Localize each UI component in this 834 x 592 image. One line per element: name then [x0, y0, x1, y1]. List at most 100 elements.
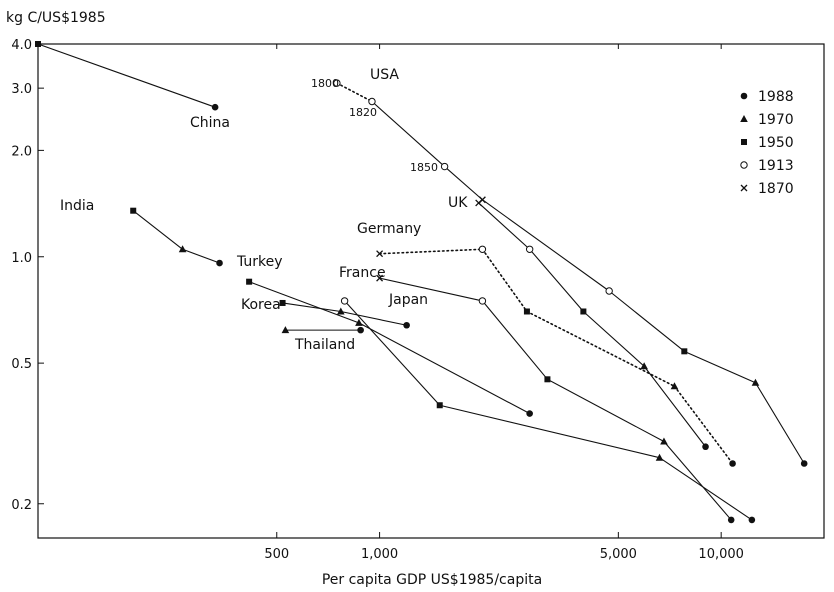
- series-usa: [333, 79, 808, 467]
- series-usa-segment-1: [371, 100, 446, 168]
- series-china-segment-0: [37, 43, 216, 108]
- series-germany-point-4: [729, 460, 736, 467]
- series-japan-point-3: [748, 516, 756, 524]
- legend-marker-1970: [740, 115, 748, 122]
- y-tick-label-4-0: 4.0: [11, 38, 32, 53]
- legend-marker-1913: [740, 161, 748, 169]
- legend: 1988 1970 1950 1913 1870: [740, 89, 794, 197]
- country-label-korea: Korea: [241, 297, 281, 313]
- y-tick-label-3-0: 3.0: [11, 82, 32, 97]
- series-usa-point-4: [605, 287, 613, 295]
- series-india-segment-1: [182, 248, 221, 264]
- series-usa-point-7: [800, 460, 808, 467]
- legend-entry-1988: 1988: [740, 89, 794, 105]
- series-usa-segment-3: [481, 199, 610, 292]
- series-france-point-4: [727, 516, 735, 524]
- country-label-china: China: [190, 115, 230, 131]
- y-tick-label-2-0: 2.0: [11, 144, 32, 159]
- series-uk-point-1: [525, 245, 534, 253]
- legend-entry-1950: 1950: [741, 135, 794, 151]
- series-france: [376, 274, 735, 524]
- year-label-1820: 1820: [349, 106, 377, 119]
- series-japan: [340, 297, 756, 524]
- series-layer: [35, 41, 808, 524]
- legend-entry-1870: 1870: [740, 181, 794, 197]
- plot-frame: [37, 43, 825, 539]
- series-usa-segment-5: [683, 350, 757, 384]
- series-turkey-point-1: [355, 318, 363, 326]
- series-turkey-segment-0: [248, 281, 360, 324]
- series-germany-segment-0: [378, 248, 484, 255]
- legend-entry-1913: 1913: [740, 158, 794, 174]
- series-germany-segment-3: [673, 385, 734, 465]
- country-label-uk: UK: [448, 195, 468, 211]
- series-germany-point-3: [670, 382, 679, 390]
- series-usa-segment-4: [608, 290, 685, 352]
- series-france-point-2: [544, 376, 551, 383]
- series-uk-segment-0: [478, 202, 531, 250]
- series-india: [130, 207, 223, 267]
- country-label-thailand: Thailand: [294, 337, 355, 353]
- y-axis-label: kg C/US$1985: [6, 10, 106, 26]
- series-germany-point-0: [376, 250, 384, 258]
- country-label-turkey: Turkey: [236, 254, 283, 270]
- series-usa-point-1: [368, 97, 376, 106]
- series-usa-point-5: [681, 348, 688, 355]
- series-usa-segment-6: [754, 382, 805, 465]
- series-turkey-segment-1: [358, 322, 531, 415]
- series-korea-segment-1: [340, 310, 408, 326]
- legend-marker-1988: [740, 92, 748, 100]
- series-turkey: [246, 278, 533, 417]
- series-thailand-point-1: [357, 326, 364, 334]
- series-japan-point-2: [655, 453, 664, 461]
- series-india-segment-0: [132, 210, 184, 250]
- x-tick-label-500: 500: [264, 547, 289, 562]
- series-japan-point-0: [340, 297, 349, 305]
- series-korea-point-1: [337, 307, 345, 315]
- y-tick-label-0-5: 0.5: [11, 357, 32, 372]
- country-label-germany: Germany: [357, 221, 421, 237]
- series-india-point-1: [178, 245, 187, 253]
- series-france-segment-3: [663, 440, 732, 521]
- series-thailand: [281, 326, 364, 334]
- series-korea-segment-0: [282, 302, 342, 313]
- axis-ticks: 500 1,000 5,000 10,000 4.0 3.0 2.0 1.0 0.5 0.2: [11, 38, 744, 562]
- series-uk-segment-2: [582, 310, 645, 367]
- series-germany-point-1: [478, 245, 487, 253]
- x-tick-label-1-000: 1,000: [361, 547, 398, 562]
- country-label-france: France: [339, 265, 386, 281]
- series-germany-segment-2: [526, 310, 676, 388]
- series-korea-point-2: [403, 321, 410, 329]
- series-germany-segment-1: [481, 248, 528, 313]
- series-uk-segment-3: [643, 365, 707, 448]
- series-uk-point-2: [580, 308, 587, 315]
- series-germany-point-2: [523, 308, 530, 315]
- country-label-japan: Japan: [388, 292, 428, 308]
- series-uk: [475, 199, 709, 451]
- legend-label-1870: 1870: [758, 181, 794, 197]
- series-japan-segment-1: [439, 404, 661, 459]
- x-axis-label: Per capita GDP US$1985/capita: [322, 572, 542, 588]
- series-uk-point-4: [702, 443, 709, 451]
- legend-marker-1870: [740, 184, 748, 192]
- series-korea-point-0: [279, 299, 286, 306]
- series-usa-segment-2: [444, 165, 483, 201]
- series-turkey-point-2: [526, 410, 533, 417]
- series-usa-point-2: [440, 162, 449, 171]
- series-uk-point-3: [640, 362, 648, 370]
- series-korea: [279, 299, 410, 329]
- country-label-india: India: [60, 198, 94, 214]
- y-tick-label-0-2: 0.2: [11, 498, 32, 513]
- series-france-point-0: [376, 274, 384, 282]
- y-tick-label-1-0: 1.0: [11, 251, 32, 266]
- country-label-usa: USA: [370, 67, 399, 83]
- series-china-point-1: [211, 103, 219, 111]
- legend-label-1970: 1970: [758, 112, 794, 128]
- series-india-point-0: [130, 207, 137, 214]
- legend-entry-1970: 1970: [740, 112, 794, 128]
- series-thailand-point-0: [281, 326, 290, 334]
- series-france-segment-1: [481, 300, 548, 380]
- x-tick-label-10-000: 10,000: [698, 547, 744, 562]
